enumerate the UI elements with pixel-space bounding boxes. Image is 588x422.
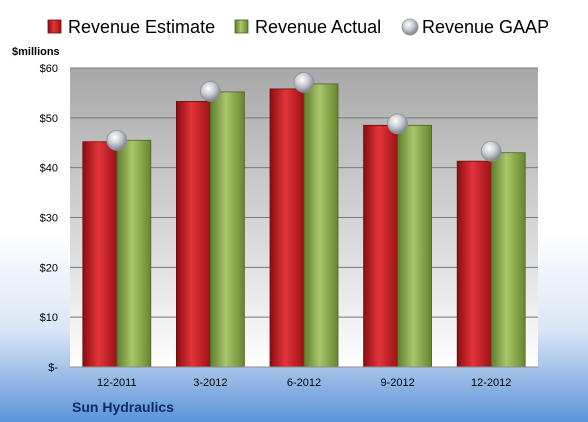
y-tick-label: $20 (40, 262, 58, 274)
bar-revenue-estimate (82, 141, 118, 368)
y-tick-label: $10 (40, 312, 58, 324)
x-tick-label: 12-2011 (97, 377, 137, 389)
bar-revenue-actual (303, 83, 339, 368)
x-tick-label: 9-2012 (380, 377, 414, 389)
x-axis-ticks: 12-2011 3-2012 6-2012 9-2012 12-2012 (97, 377, 511, 389)
bar-revenue-actual (490, 152, 526, 368)
legend: Revenue Estimate Revenue Actual Revenue GA… (47, 17, 549, 37)
x-tick-label: 6-2012 (287, 377, 321, 389)
y-tick-label: $- (48, 362, 58, 374)
legend-swatch (234, 19, 249, 34)
y-axis-ticks: $- $10 $20 $30 $40 $50 $60 (40, 63, 59, 374)
marker-revenue-gaap (293, 72, 315, 93)
marker-revenue-gaap (106, 129, 128, 151)
bar-revenue-estimate (269, 88, 305, 368)
marker-revenue-gaap (480, 140, 502, 162)
gaap-markers (106, 72, 502, 162)
legend-label: Revenue Actual (255, 17, 381, 37)
x-tick-label: 3-2012 (193, 377, 227, 389)
bars (82, 83, 526, 368)
y-tick-label: $30 (40, 213, 58, 225)
marker-revenue-gaap (387, 113, 409, 135)
bar-revenue-estimate (363, 124, 399, 368)
bar-revenue-estimate (456, 160, 492, 368)
bar-revenue-actual (397, 124, 433, 368)
company-name: Sun Hydraulics (72, 399, 174, 415)
legend-swatch (47, 19, 62, 34)
x-tick-label: 12-2012 (471, 377, 511, 389)
marker-revenue-gaap (199, 81, 221, 102)
legend-label: Revenue GAAP (422, 17, 549, 37)
y-axis-label: $millions (12, 46, 60, 58)
legend-label: Revenue Estimate (68, 17, 215, 37)
y-tick-label: $40 (40, 163, 58, 175)
y-tick-label: $50 (40, 113, 58, 125)
y-tick-label: $60 (40, 63, 58, 75)
bar-revenue-estimate (175, 100, 211, 368)
bar-revenue-actual (209, 91, 245, 368)
bar-revenue-actual (116, 139, 152, 368)
legend-swatch (401, 18, 419, 36)
